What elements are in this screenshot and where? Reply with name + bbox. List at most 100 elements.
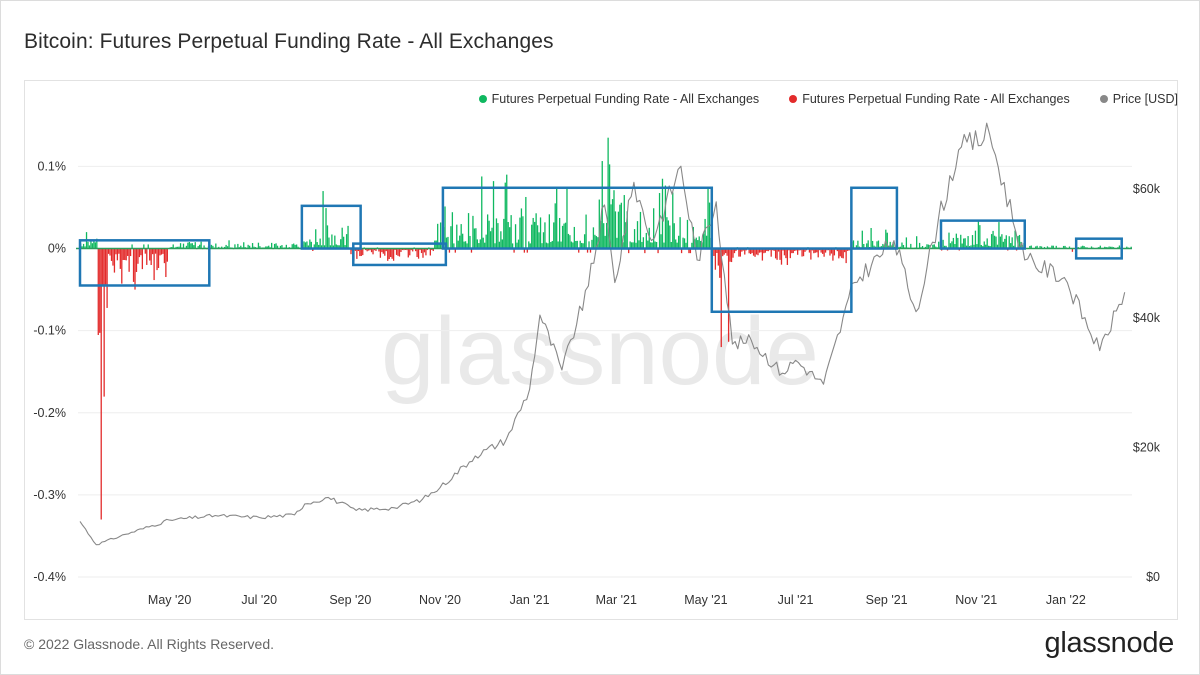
funding-bar-positive	[223, 246, 226, 249]
funding-bar-negative	[760, 248, 762, 253]
funding-bar-negative	[726, 248, 728, 256]
funding-bar-positive	[575, 240, 577, 249]
funding-bar-negative	[792, 248, 794, 254]
funding-bar-negative	[125, 248, 127, 261]
funding-bar-negative	[417, 248, 420, 259]
funding-bar-negative	[791, 248, 793, 254]
funding-bar-positive	[625, 222, 627, 249]
funding-bar-positive	[561, 225, 564, 249]
funding-bar-positive	[651, 242, 653, 249]
funding-bar-positive	[500, 231, 502, 249]
funding-bar-positive	[852, 240, 855, 249]
funding-bar-positive	[251, 243, 254, 249]
funding-bar-positive	[476, 239, 479, 249]
funding-bar-positive	[655, 241, 658, 249]
funding-bar-negative	[767, 248, 769, 252]
funding-bar-negative	[732, 248, 734, 258]
funding-bar-positive	[1062, 245, 1065, 249]
funding-bar-positive	[464, 241, 467, 249]
funding-bar-negative	[387, 248, 389, 261]
funding-bar-positive	[560, 241, 562, 249]
funding-bar-positive	[507, 222, 509, 249]
funding-bar-positive	[531, 224, 533, 249]
funding-bar-positive	[663, 242, 665, 249]
funding-bar-positive	[608, 164, 611, 249]
funding-bar-negative	[99, 248, 101, 333]
funding-bar-positive	[873, 245, 875, 249]
funding-bar-negative	[513, 248, 515, 253]
funding-bar-positive	[247, 244, 249, 249]
funding-bar-negative	[814, 248, 816, 253]
funding-bar-negative	[628, 248, 630, 254]
funding-bar-negative	[378, 248, 380, 252]
funding-bar-positive	[147, 244, 149, 249]
funding-bar-negative	[385, 248, 387, 252]
funding-bar-positive	[473, 228, 476, 249]
funding-bar-positive	[967, 236, 969, 249]
legend-item-price[interactable]: Price [USD]	[1099, 92, 1178, 106]
funding-bar-negative	[832, 248, 834, 261]
highlight-box	[300, 204, 362, 250]
funding-bar-positive	[863, 243, 865, 249]
funding-bar-positive	[536, 225, 539, 249]
funding-bar-positive	[619, 204, 621, 249]
funding-bar-negative	[713, 248, 715, 256]
funding-bar-positive	[316, 242, 318, 249]
funding-bar-positive	[949, 243, 952, 249]
funding-bar-positive	[935, 246, 937, 249]
funding-bar-positive	[683, 238, 686, 249]
funding-bar-positive	[672, 192, 674, 249]
funding-bar-negative	[470, 248, 473, 253]
funding-bar-negative	[719, 248, 721, 278]
funding-bar-negative	[137, 248, 139, 264]
funding-bar-positive	[670, 241, 672, 249]
legend-item-funding-negative[interactable]: Futures Perpetual Funding Rate - All Exc…	[789, 92, 1070, 106]
funding-bar-positive	[210, 244, 213, 249]
funding-bar-positive	[550, 242, 552, 249]
funding-bar-positive	[450, 226, 452, 249]
funding-bar-positive	[175, 246, 177, 249]
funding-bar-positive	[567, 233, 570, 249]
funding-bar-positive	[337, 245, 339, 249]
funding-bar-negative	[817, 248, 819, 258]
funding-bar-positive	[542, 232, 545, 249]
funding-bar-positive	[924, 246, 927, 249]
funding-bar-negative	[804, 248, 806, 252]
highlight-box	[441, 186, 714, 250]
funding-bar-positive	[622, 242, 624, 249]
funding-bar-negative	[752, 248, 755, 256]
funding-bar-positive	[218, 246, 220, 249]
y-right-tick-label: $20k	[1133, 441, 1161, 455]
funding-bar-positive	[199, 244, 201, 249]
funding-bar-negative	[156, 248, 158, 271]
funding-bar-positive	[557, 241, 559, 249]
funding-bar-negative	[748, 248, 750, 254]
funding-bar-positive	[999, 236, 1002, 249]
funding-bar-positive	[501, 239, 503, 249]
funding-bar-positive	[225, 244, 227, 249]
funding-bar-positive	[1055, 245, 1057, 249]
funding-bar-positive	[932, 244, 934, 249]
funding-bar-positive	[1005, 235, 1007, 249]
funding-bar-positive	[582, 243, 584, 249]
funding-bar-positive	[701, 242, 703, 249]
funding-bar-negative	[738, 248, 740, 257]
funding-bar-positive	[457, 240, 459, 249]
funding-bar-positive	[489, 231, 492, 249]
funding-bar-positive	[861, 230, 863, 249]
funding-bar-negative	[366, 248, 368, 252]
funding-bar-positive	[635, 242, 637, 249]
funding-bar-positive	[970, 245, 972, 249]
funding-bar-positive	[306, 241, 308, 249]
funding-bar-negative	[722, 248, 724, 257]
funding-bar-negative	[132, 248, 135, 282]
funding-bar-positive	[310, 241, 312, 249]
funding-bar-positive	[326, 225, 329, 249]
funding-bar-negative	[758, 248, 761, 253]
funding-bar-positive	[341, 227, 343, 249]
funding-bar-negative	[372, 248, 374, 255]
highlight-box	[78, 239, 211, 287]
legend-item-funding-positive[interactable]: Futures Perpetual Funding Rate - All Exc…	[478, 92, 759, 106]
funding-bar-positive	[519, 217, 521, 249]
funding-bar-positive	[583, 234, 586, 249]
